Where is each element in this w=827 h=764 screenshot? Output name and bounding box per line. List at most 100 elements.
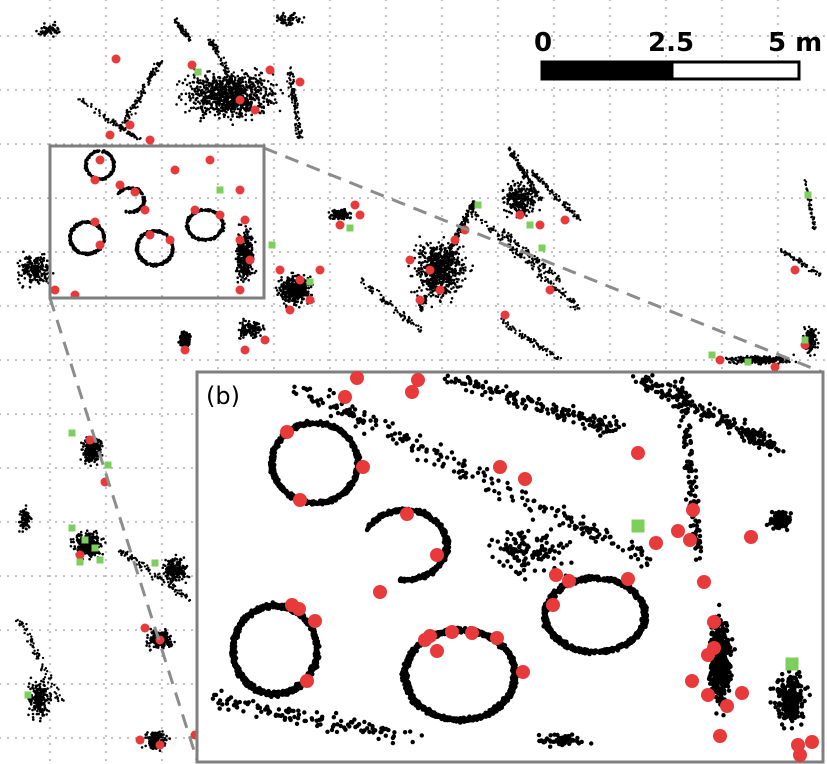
grid-dot — [759, 89, 761, 91]
cloud-point — [196, 77, 199, 80]
grid-dot — [751, 197, 753, 199]
grid-dot — [329, 159, 331, 161]
grid-dot — [385, 47, 387, 49]
grid-dot — [623, 197, 625, 199]
grid-dot — [329, 223, 331, 225]
grid-dot — [463, 305, 465, 307]
grid-dot — [447, 197, 449, 199]
cloud-point — [184, 30, 187, 34]
grid-dot — [497, 95, 499, 97]
cloud-point — [294, 129, 297, 132]
cloud-point — [244, 241, 248, 245]
grid-dot — [671, 305, 673, 307]
cloud-point — [111, 120, 114, 124]
cloud-point — [188, 99, 192, 102]
grid-dot — [695, 359, 697, 361]
grid-dot — [665, 367, 667, 369]
grid-dot — [665, 167, 667, 169]
grid-dot — [543, 35, 545, 37]
cloud-point — [223, 92, 226, 96]
grid-dot — [639, 305, 641, 307]
grid-dot — [207, 359, 209, 361]
grid-dot — [199, 251, 201, 253]
grid-dot — [441, 23, 443, 25]
grid-dot — [7, 521, 9, 523]
cloud-point — [270, 93, 274, 97]
grid-dot — [127, 521, 129, 523]
grid-dot — [687, 143, 689, 145]
cloud-point — [211, 82, 214, 86]
grid-dot — [441, 63, 443, 65]
grid-dot — [279, 251, 281, 253]
grid-dot — [497, 351, 499, 353]
grid-dot — [647, 197, 649, 199]
grid-dot — [199, 143, 201, 145]
cloud-point — [232, 99, 236, 102]
grid-dot — [127, 35, 129, 37]
grid-dot — [319, 305, 321, 307]
cloud-point — [259, 87, 263, 90]
grid-dot — [105, 559, 107, 561]
grid-dot — [161, 0, 163, 1]
cloud-point — [84, 253, 88, 256]
cloud-point — [181, 32, 185, 35]
cloud-point — [239, 246, 243, 249]
grid-dot — [31, 521, 33, 523]
cloud-point — [228, 79, 232, 82]
grid-dot — [217, 183, 219, 185]
grid-dot — [553, 167, 555, 169]
cloud-point — [270, 89, 273, 92]
cloud-point — [200, 82, 204, 85]
grid-dot — [511, 359, 513, 361]
cloud-point — [194, 97, 198, 101]
grid-dot — [471, 197, 473, 199]
grid-dot — [161, 663, 163, 665]
cloud-point — [142, 260, 146, 264]
grid-dot — [15, 359, 17, 361]
grid-dot — [721, 127, 723, 129]
grid-dot — [135, 197, 137, 199]
grid-dot — [31, 251, 33, 253]
grid-dot — [161, 199, 163, 201]
cloud-point — [202, 84, 206, 88]
grid-dot — [127, 629, 129, 631]
cloud-point — [90, 102, 93, 106]
cloud-point — [125, 132, 129, 135]
grid-dot — [783, 89, 785, 91]
grid-dot — [687, 89, 689, 91]
grid-dot — [447, 305, 449, 307]
grid-dot — [79, 413, 81, 415]
cloud-point — [300, 130, 303, 133]
grid-dot — [329, 311, 331, 313]
cloud-point — [206, 108, 209, 111]
cloud-point — [197, 100, 200, 103]
grid-dot — [553, 0, 555, 1]
grid-dot — [105, 279, 107, 281]
cloud-point — [302, 273, 306, 277]
grid-dot — [665, 319, 667, 321]
grid-dot — [255, 305, 257, 307]
grid-dot — [49, 135, 51, 137]
cloud-point — [235, 85, 239, 88]
grid-dot — [527, 143, 529, 145]
grid-dot — [665, 15, 667, 17]
cloud-point — [235, 87, 238, 91]
cloud-point — [98, 225, 101, 229]
grid-dot — [49, 479, 51, 481]
cloud-point — [202, 101, 206, 104]
grid-dot — [167, 683, 169, 685]
cloud-point — [230, 102, 234, 105]
cloud-point — [266, 103, 270, 106]
grid-dot — [631, 197, 633, 199]
grid-dot — [511, 143, 513, 145]
grid-dot — [161, 559, 163, 561]
grid-dot — [735, 305, 737, 307]
grid-dot — [0, 467, 1, 469]
grid-dot — [79, 467, 81, 469]
cloud-point — [217, 99, 220, 103]
grid-dot — [287, 143, 289, 145]
grid-dot — [665, 87, 667, 89]
grid-dot — [151, 197, 153, 199]
grid-dot — [497, 367, 499, 369]
grid-dot — [49, 0, 51, 1]
